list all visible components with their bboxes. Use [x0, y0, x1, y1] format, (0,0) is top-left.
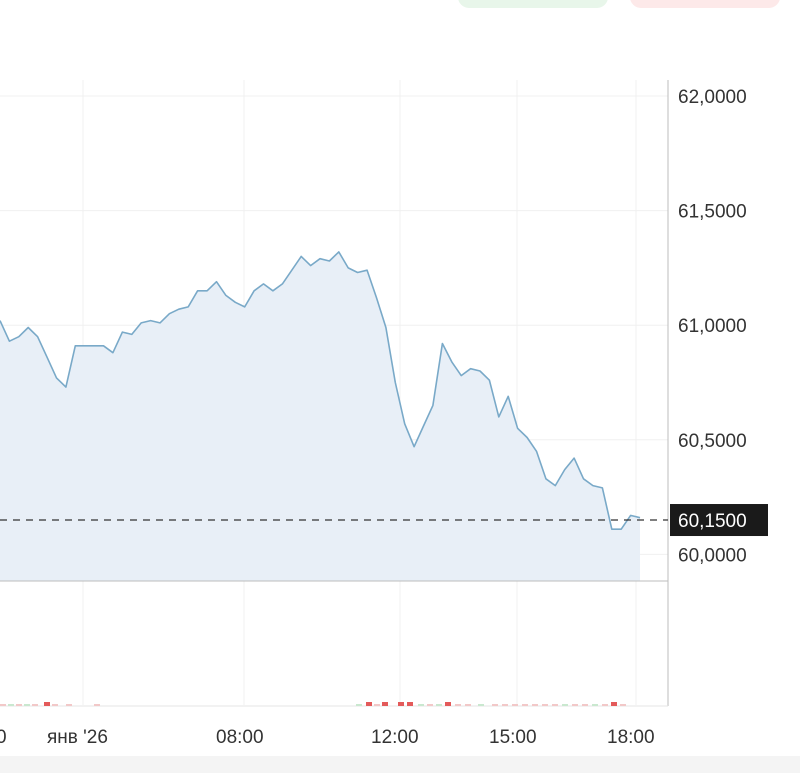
volume-bars	[0, 702, 626, 706]
volume-bar-17	[436, 704, 442, 706]
volume-bar-8	[94, 704, 100, 706]
volume-bar-26	[532, 704, 538, 706]
volume-bar-31	[582, 704, 588, 706]
buy-button[interactable]	[458, 0, 608, 8]
volume-bar-6	[52, 704, 58, 706]
volume-bar-28	[552, 704, 558, 706]
price-line	[0, 251, 641, 531]
volume-bar-23	[502, 704, 508, 706]
y-tick-label-2: 61,0000	[678, 316, 747, 337]
volume-bar-20	[465, 704, 471, 706]
volume-bar-33	[602, 704, 608, 706]
x-tick-label-0: 0	[0, 727, 7, 748]
volume-bar-11	[374, 704, 380, 706]
volume-bar-35	[620, 704, 626, 706]
volume-bar-1	[8, 704, 14, 706]
volume-bar-16	[427, 704, 433, 706]
volume-bar-0	[0, 704, 6, 706]
bottom-strip	[0, 756, 800, 773]
current-price-label: 60,1500	[670, 504, 768, 537]
volume-bar-3	[24, 704, 30, 706]
volume-bar-10	[366, 702, 372, 706]
current-price-value: 60,1500	[678, 511, 747, 532]
x-tick-label-5: 18:00	[607, 727, 655, 748]
volume-bar-15	[418, 704, 424, 706]
y-axis-labels: 62,0000 61,5000 61,0000 60,5000 60,0000	[678, 87, 747, 566]
volume-bar-12	[382, 702, 388, 706]
x-tick-label-4: 15:00	[489, 727, 537, 748]
y-tick-label-0: 62,0000	[678, 87, 747, 108]
volume-bar-21	[478, 704, 484, 706]
y-tick-label-3: 60,5000	[678, 431, 747, 452]
volume-bar-13	[398, 702, 404, 706]
volume-bar-30	[572, 704, 578, 706]
volume-bar-7	[66, 704, 72, 706]
volume-bar-2	[16, 704, 22, 706]
x-axis-labels: 0 янв '26 08:00 12:00 15:00 18:00	[0, 727, 655, 748]
x-tick-label-1: янв '26	[47, 727, 108, 748]
volume-bar-14	[407, 702, 413, 706]
y-tick-label-4: 60,0000	[678, 545, 747, 566]
y-tick-label-1: 61,5000	[678, 202, 747, 223]
volume-bar-32	[592, 704, 598, 706]
volume-bar-22	[492, 704, 498, 706]
volume-bar-5	[44, 702, 50, 706]
volume-bar-24	[512, 704, 518, 706]
volume-bar-19	[455, 704, 461, 706]
volume-bar-4	[32, 704, 38, 706]
volume-bar-18	[445, 702, 451, 706]
volume-bar-34	[611, 702, 617, 706]
volume-bar-9	[356, 704, 362, 706]
x-tick-label-2: 08:00	[216, 727, 264, 748]
volume-bar-29	[562, 704, 568, 706]
price-area	[0, 251, 640, 581]
x-tick-label-3: 12:00	[371, 727, 419, 748]
volume-bar-25	[522, 704, 528, 706]
sell-button[interactable]	[630, 0, 780, 8]
volume-bar-27	[542, 704, 548, 706]
